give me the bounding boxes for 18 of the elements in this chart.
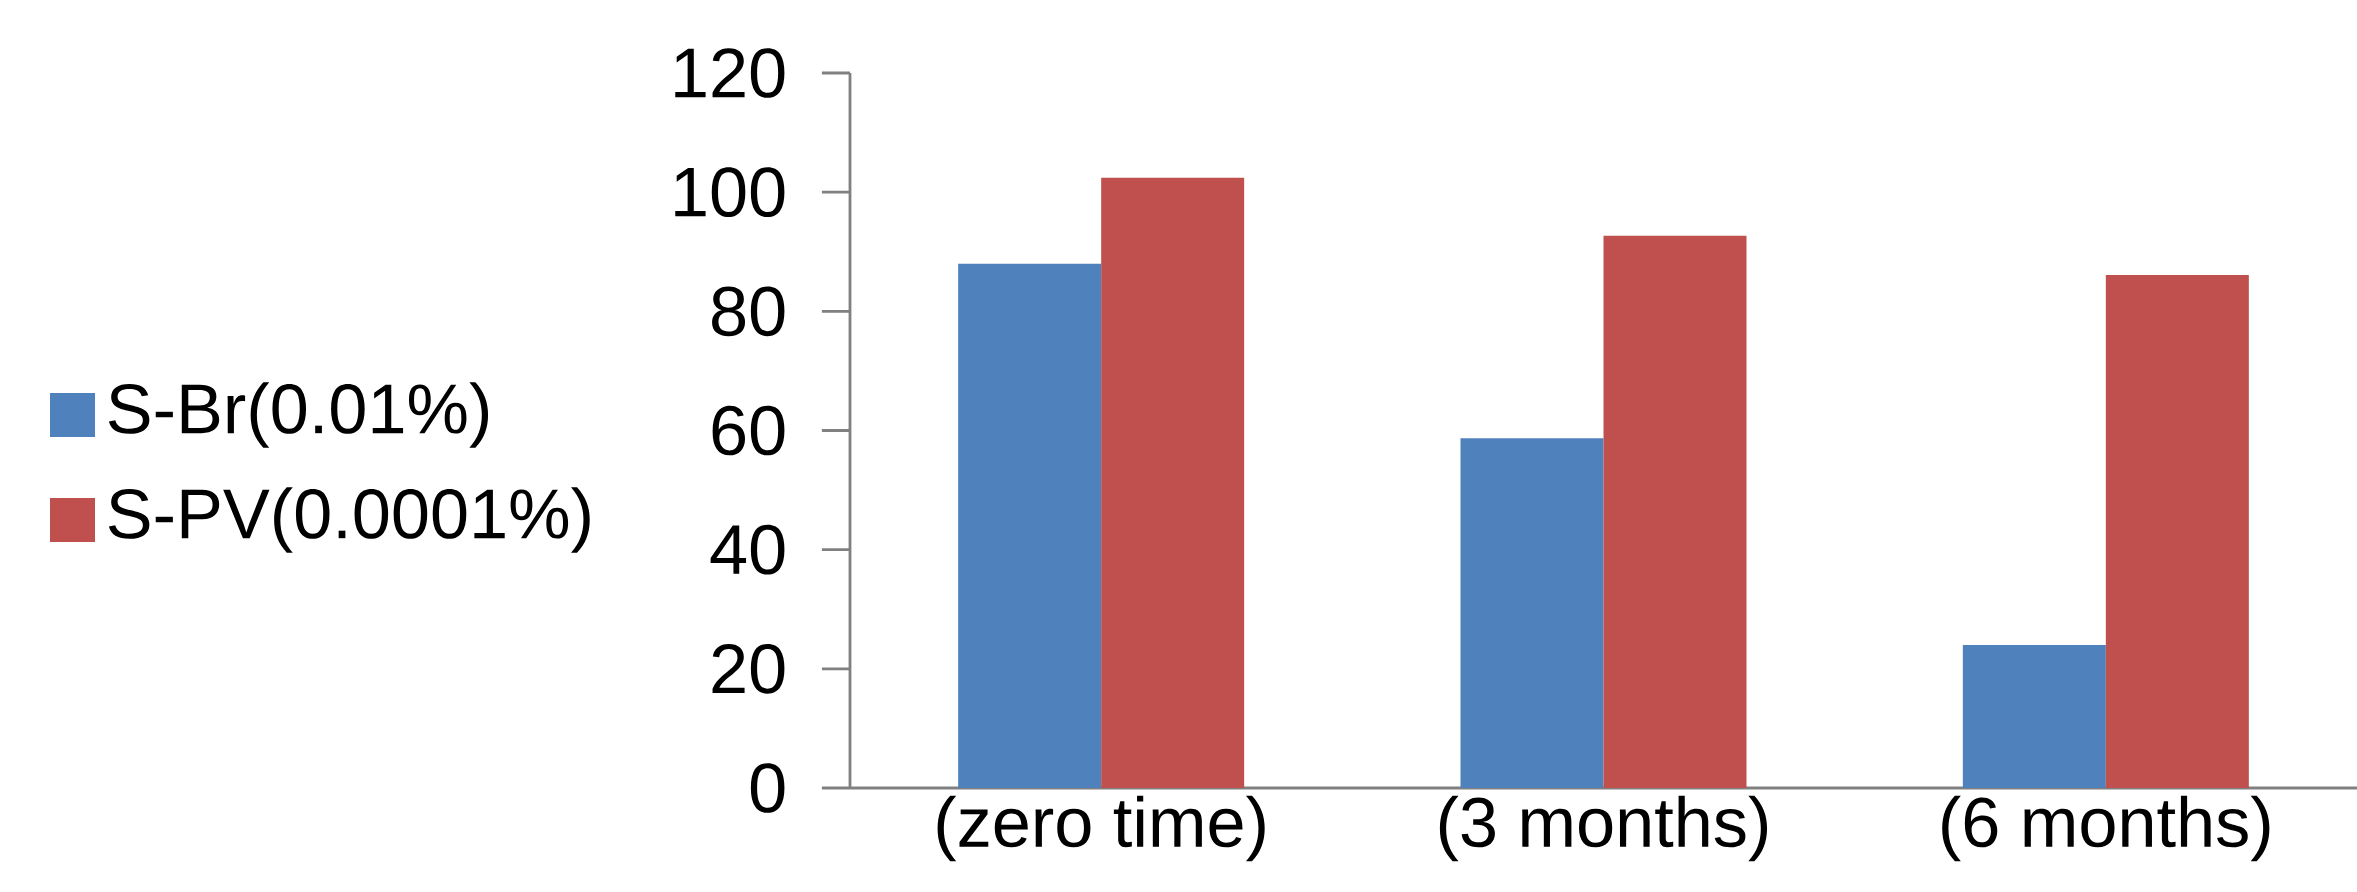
bar (2105, 274, 2249, 788)
x-tick-label: (zero time) (937, 795, 1265, 862)
legend-label: S-Br(0.01%) (108, 382, 489, 448)
bar (1101, 177, 1245, 788)
bar (958, 263, 1102, 788)
bar (1460, 438, 1604, 788)
y-tick-label: 40 (710, 524, 785, 575)
legend-label: S-PV(0.0001%) (108, 487, 590, 553)
y-tick-label: 120 (675, 48, 785, 98)
y-tick-label: 20 (712, 643, 785, 694)
y-tick-label: 0 (750, 763, 785, 813)
x-tick-label: (6 months) (1942, 795, 2270, 862)
bar (1603, 235, 1747, 788)
bar (1962, 644, 2106, 788)
y-tick-label: 60 (712, 405, 785, 456)
y-tick-label: 100 (675, 167, 785, 218)
y-tick-label: 80 (712, 286, 785, 337)
x-tick-label: (3 months) (1439, 795, 1768, 862)
